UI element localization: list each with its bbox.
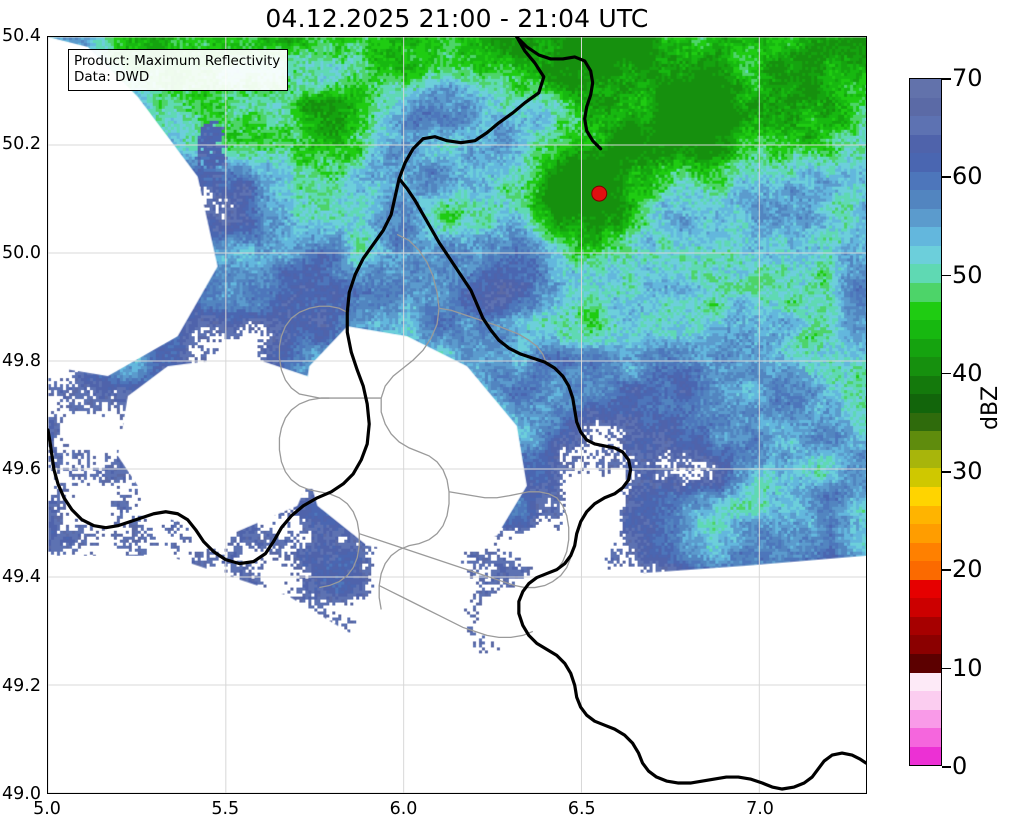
colorbar-band [910,653,941,673]
colorbar-band [910,338,941,358]
colorbar-band [910,487,941,506]
colorbar-band [910,431,941,450]
product-info-box: Product: Maximum Reflectivity Data: DWD [68,49,289,91]
colorbar-band [910,709,941,729]
info-product-line: Product: Maximum Reflectivity [74,53,281,69]
colorbar-tick-mark [942,78,951,80]
colorbar-band [910,579,941,599]
colorbar-band [910,97,941,117]
y-axis-tick-labels: 49.0 49.2 49.4 49.6 49.8 50.0 50.2 50.4 [0,0,41,834]
colorbar-band [910,598,941,617]
colorbar-tick-mark [942,471,951,473]
colorbar-band [910,153,941,172]
x-axis-tick-label: 6.5 [567,799,596,819]
colorbar-band [910,171,941,191]
colorbar-band [910,542,941,562]
y-axis-tick-label: 50.2 [2,134,41,155]
colorbar-band [910,468,941,488]
y-axis-tick-label: 49.4 [2,567,41,588]
map-vector-overlay [48,37,866,793]
colorbar-tick-mark [942,569,951,572]
y-axis-tick-label: 50.4 [2,26,41,46]
regional-border-line [378,233,450,610]
colorbar-band [910,691,941,710]
colorbar-axis-label: dBZ [978,385,1003,430]
colorbar-band [910,320,941,339]
colorbar-tick-label: 50 [952,260,983,289]
colorbar-band [910,301,941,321]
colorbar-tick-label: 30 [952,457,983,486]
colorbar-band [910,375,941,395]
national-border-lines [48,37,866,791]
colorbar-band [910,134,941,154]
radar-site-dot [591,185,608,202]
colorbar-band [910,245,941,265]
colorbar-tick-label: 40 [952,358,983,387]
colorbar-tick-label: 0 [952,752,968,780]
radar-reflectivity-raster [48,37,866,793]
y-axis-tick-label: 49.2 [2,675,41,696]
colorbar-band [910,227,941,246]
colorbar-band [910,672,941,692]
x-axis-tick-label: 5.5 [211,799,240,819]
y-axis-tick-label: 50.0 [2,242,41,263]
colorbar-band [910,116,941,135]
x-axis-tick-label: 6.0 [389,799,418,819]
colorbar-band [910,616,941,636]
y-axis-tick-label: 49.6 [2,459,41,480]
colorbar-tick-label: 20 [952,555,983,584]
colorbar-band [910,357,941,376]
colorbar-tick-labels: 0 10 20 30 40 50 60 70 [942,0,1002,834]
info-data-line: Data: DWD [74,69,150,86]
colorbar-band [910,561,941,580]
colorbar-band [910,746,941,766]
regional-border-lines [278,233,572,639]
y-axis-tick-label: 49.8 [2,350,41,371]
regional-border-line [378,584,534,639]
colorbar-band [910,635,941,654]
colorbar-tick-label: 70 [952,64,983,92]
page-title: 04.12.2025 21:00 - 21:04 UTC [265,4,649,33]
colorbar-band [910,412,941,432]
national-border-line [515,37,603,151]
colorbar-band [910,449,941,469]
regional-border-line [359,533,572,589]
colorbar-band [910,505,941,525]
colorbar-band [910,79,941,98]
colorbar-band [910,394,941,413]
regional-border-line [448,491,570,570]
x-axis-tick-label: 5.0 [33,799,61,819]
colorbar-band [910,190,941,209]
colorbar-tick-mark [942,372,951,375]
colorbar-band [910,728,941,747]
colorbar-tick-mark [942,667,951,670]
colorbar-tick-label: 60 [952,162,983,191]
national-border-line [48,37,546,566]
regional-border-line [438,307,548,365]
colorbar-tick-label: 10 [952,653,983,682]
regional-border-line [278,305,348,399]
national-border-line [397,177,866,791]
colorbar [909,78,942,766]
x-axis-tick-labels: 5.0 5.5 6.0 6.5 7.0 [0,799,1023,829]
x-axis-tick-label: 7.0 [746,799,774,819]
radar-site-marker [591,185,608,202]
gridlines [48,37,866,793]
colorbar-tick-mark [942,176,951,178]
colorbar-band [910,283,941,302]
colorbar-band [910,208,941,228]
colorbar-tick-mark [942,274,951,277]
y-axis-tick-label: 49.0 [2,784,41,804]
colorbar-tick-mark [942,766,951,768]
colorbar-band [910,264,941,284]
colorbar-band [910,524,941,543]
radar-plot-area: Product: Maximum Reflectivity Data: DWD [47,36,867,794]
